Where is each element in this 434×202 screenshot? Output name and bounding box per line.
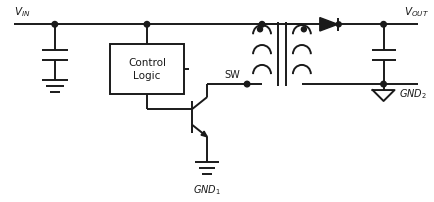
Text: $GND_1$: $GND_1$ — [193, 184, 221, 198]
Circle shape — [52, 21, 57, 27]
Circle shape — [301, 27, 306, 32]
Circle shape — [380, 21, 385, 27]
Circle shape — [335, 22, 340, 27]
Circle shape — [259, 21, 264, 27]
Polygon shape — [319, 18, 337, 31]
Polygon shape — [201, 131, 207, 137]
Text: $GND_2$: $GND_2$ — [398, 87, 425, 101]
Circle shape — [244, 81, 249, 87]
Text: Control
Logic: Control Logic — [128, 58, 165, 81]
Text: SW: SW — [224, 70, 240, 80]
Text: $V_{IN}$: $V_{IN}$ — [14, 5, 30, 19]
Bar — [109, 44, 184, 94]
Circle shape — [257, 27, 262, 32]
Circle shape — [380, 81, 385, 87]
Text: $V_{OUT}$: $V_{OUT}$ — [404, 5, 428, 19]
Circle shape — [144, 21, 149, 27]
